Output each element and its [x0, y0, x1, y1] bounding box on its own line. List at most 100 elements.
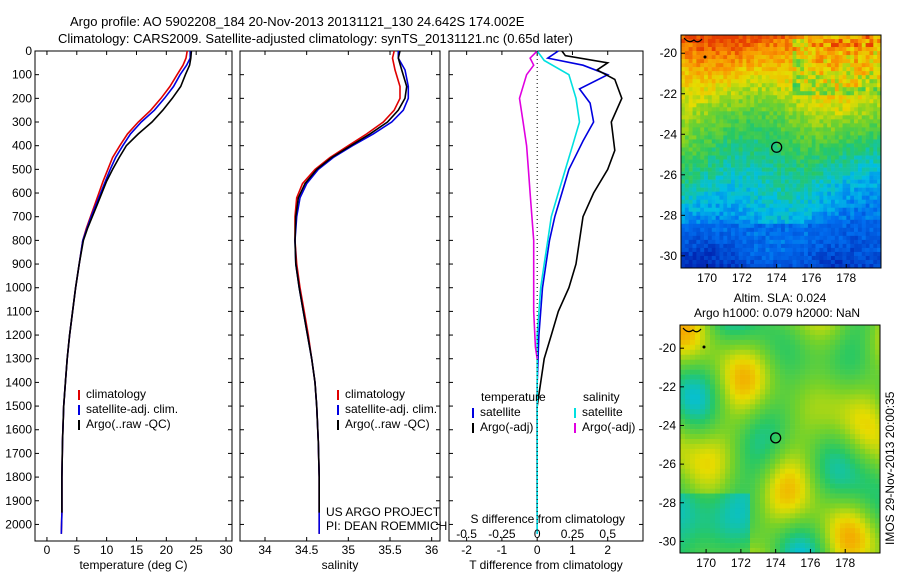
map-cell	[827, 231, 832, 237]
map-cell	[773, 207, 778, 213]
map-cell	[715, 75, 720, 80]
map-cell	[796, 51, 801, 56]
map-cell	[773, 79, 778, 84]
map-cell	[788, 243, 793, 249]
map-cell	[827, 187, 832, 192]
map-cell	[810, 349, 816, 356]
map-cell	[681, 163, 686, 168]
map-cell	[740, 488, 746, 494]
map-cell	[727, 99, 732, 104]
map-cell	[873, 35, 878, 40]
map-cell	[711, 207, 716, 213]
map-cell	[727, 263, 732, 269]
map-cell	[681, 59, 686, 64]
map-cell	[854, 119, 859, 124]
map-cell	[761, 247, 766, 253]
map-cell	[681, 147, 686, 152]
map-cell	[773, 155, 778, 160]
map-cell	[823, 243, 828, 249]
map-cell	[792, 63, 797, 68]
map-cell	[725, 439, 731, 445]
map-cell	[805, 523, 811, 529]
map-cell	[873, 131, 878, 136]
map-cell	[823, 55, 828, 60]
map-cell	[723, 111, 728, 116]
map-cell	[857, 243, 863, 249]
map-cell	[770, 419, 776, 425]
map-cell	[681, 47, 686, 52]
map-cell	[861, 43, 866, 48]
map-cell	[710, 404, 716, 410]
map-cell	[777, 263, 782, 269]
map-cell	[800, 503, 806, 509]
map-cell	[831, 67, 836, 72]
map-cell	[705, 374, 711, 380]
map-cell	[857, 215, 863, 221]
map-cell	[685, 429, 691, 435]
map-cell	[719, 79, 724, 84]
map-cell	[731, 243, 736, 249]
map-cell	[711, 171, 716, 176]
map-cell	[805, 453, 811, 460]
map-cell	[731, 83, 736, 88]
map-cell	[723, 211, 728, 217]
map-cell	[723, 131, 728, 136]
map-cell	[754, 35, 759, 40]
map-cell	[730, 439, 736, 445]
map-cell	[700, 203, 705, 209]
map-cell	[834, 55, 839, 60]
map-cell	[707, 43, 713, 48]
map-cell	[815, 143, 820, 148]
map-cell	[765, 147, 770, 152]
map-cell	[865, 263, 870, 269]
map-cell	[765, 115, 770, 120]
map-cell	[765, 163, 770, 168]
map-cell	[831, 159, 836, 164]
map-cell	[704, 235, 709, 241]
map-cell	[720, 414, 726, 420]
map-cell	[873, 231, 878, 237]
map-cell	[738, 115, 743, 120]
map-cell	[707, 147, 713, 152]
map-cell	[765, 63, 770, 68]
map-cell	[738, 219, 743, 225]
map-cell	[811, 123, 816, 128]
map-cell	[750, 227, 755, 233]
map-cell	[827, 239, 832, 245]
map-cell	[842, 47, 847, 52]
map-cell	[860, 429, 866, 435]
map-cell	[784, 195, 789, 201]
map-cell	[869, 147, 874, 152]
map-cell	[738, 131, 743, 136]
map-cell	[735, 374, 741, 380]
map-cell	[707, 107, 713, 112]
map-cell	[761, 39, 766, 44]
map-cell	[846, 115, 851, 120]
map-cell	[700, 384, 706, 390]
map-cell	[835, 409, 841, 415]
map-cell	[765, 443, 771, 450]
map-cell	[688, 79, 693, 84]
map-cell	[738, 111, 743, 116]
map-cell	[775, 483, 781, 489]
map-cell	[857, 239, 863, 245]
map-cell	[865, 91, 870, 96]
map-cell	[810, 528, 816, 534]
map-cell	[680, 325, 686, 331]
map-cell	[800, 458, 806, 465]
map-cell	[745, 379, 751, 385]
map-cell	[846, 139, 851, 144]
map-cell	[865, 364, 871, 370]
map-cell	[769, 71, 774, 76]
map-cell	[684, 119, 689, 124]
map-cell	[719, 71, 724, 76]
map-cell	[690, 364, 696, 370]
map-cell	[730, 473, 736, 479]
map-cell	[757, 59, 763, 64]
map-cell	[850, 374, 856, 380]
map-cell	[760, 498, 766, 504]
map-cell	[865, 429, 871, 435]
map-cell	[861, 151, 866, 156]
map-cell	[860, 468, 866, 474]
map-cell	[815, 434, 821, 440]
